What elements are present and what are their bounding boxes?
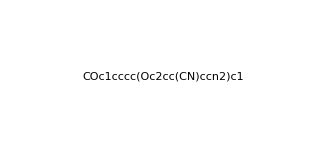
Text: COc1cccc(Oc2cc(CN)ccn2)c1: COc1cccc(Oc2cc(CN)ccn2)c1 (82, 71, 244, 82)
